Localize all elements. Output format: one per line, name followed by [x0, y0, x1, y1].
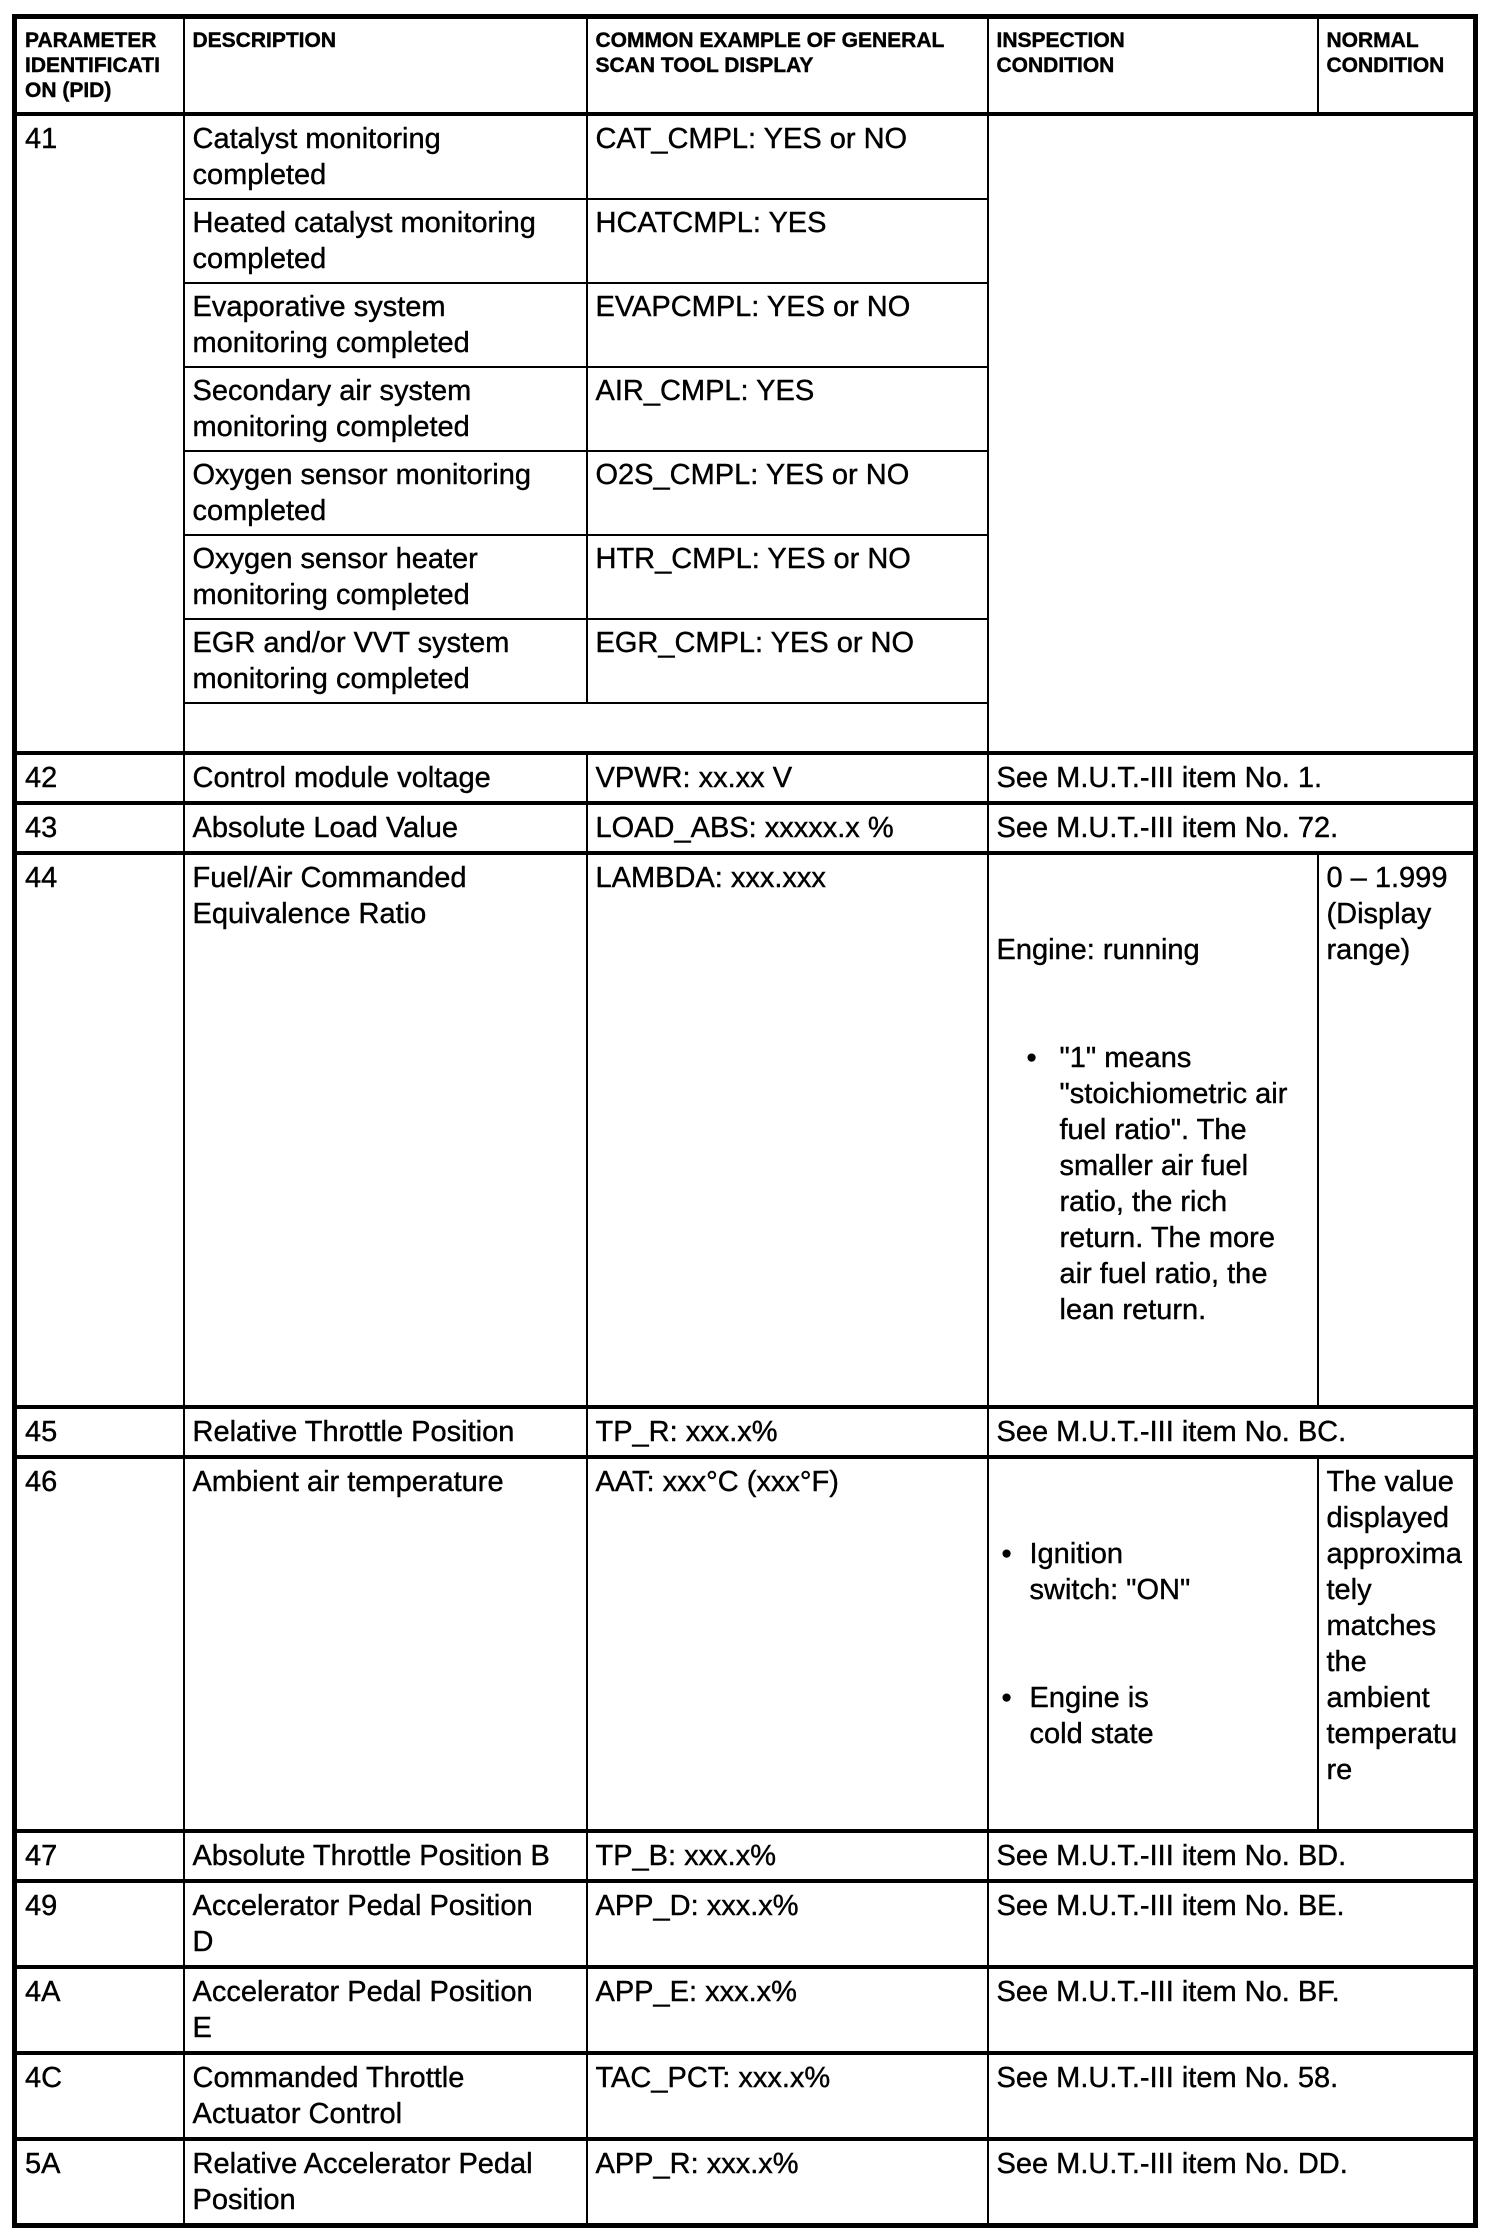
header-inspection: INSPECTION CONDITION: [986, 15, 1319, 116]
description-cell: Oxygen sensor heater monitoring complete…: [182, 534, 588, 620]
bullet-item: Ignition switch: "ON": [1002, 1536, 1309, 1608]
document-page: PARAMETER IDENTIFICATI ON (PID) DESCRIPT…: [0, 0, 1504, 1950]
display-cell: HCATCMPL: YES: [585, 198, 989, 284]
row-41-sub-catalyst: 41 Catalyst monitoring completed CAT_CMP…: [13, 113, 1477, 754]
description-cell: Relative Accelerator Pedal Position: [182, 2137, 588, 2227]
display-cell: TAC_PCT: xxx.x%: [585, 2051, 989, 2140]
condition-cell: See M.U.T.-III item No. DD.: [986, 2137, 1477, 2227]
header-pid: PARAMETER IDENTIFICATI ON (PID): [13, 15, 185, 116]
row-42: 42 Control module voltage VPWR: xx.xx V …: [13, 751, 1477, 804]
row-41-sub-secondary-air: Secondary air system monitoring complete…: [15, 366, 1476, 452]
display-cell: EVAPCMPL: YES or NO: [585, 282, 989, 368]
row-44: 44 Fuel/Air Commanded Equivalence Ratio …: [13, 851, 1477, 1408]
description-cell: Accelerator Pedal Position E: [182, 1965, 588, 2054]
description-cell: Oxygen sensor monitoring completed: [182, 450, 588, 536]
display-cell: AIR_CMPL: YES: [585, 366, 989, 452]
display-cell: VPWR: xx.xx V: [585, 751, 989, 804]
description-cell: Secondary air system monitoring complete…: [182, 366, 588, 452]
pid-cell: 45: [13, 1405, 185, 1458]
bullet-icon: [1027, 1040, 1060, 1328]
bullet-icon: [1002, 1536, 1030, 1608]
row-41-sub-empty: [15, 702, 1476, 754]
display-cell: LAMBDA: xxx.xxx: [585, 851, 989, 1408]
header-display: COMMON EXAMPLE OF GENERAL SCAN TOOL DISP…: [585, 15, 989, 116]
condition-cell: See M.U.T.-III item No. 72.: [986, 801, 1477, 854]
condition-cell: See M.U.T.-III item No. BE.: [986, 1879, 1477, 1968]
condition-cell: See M.U.T.-III item No. BF.: [986, 1965, 1477, 2054]
display-cell: APP_E: xxx.x%: [585, 1965, 989, 2054]
bullet-item: Engine is cold state: [1002, 1680, 1309, 1752]
description-cell: Absolute Throttle Position B: [182, 1829, 588, 1882]
row-43: 43 Absolute Load Value LOAD_ABS: xxxxx.x…: [13, 801, 1477, 854]
display-cell: TP_R: xxx.x%: [585, 1405, 989, 1458]
pid-cell: 4A: [13, 1965, 185, 2054]
row-41-sub-heated-catalyst: Heated catalyst monitoring completed HCA…: [15, 198, 1476, 284]
row-4a: 4A Accelerator Pedal Position E APP_E: x…: [13, 1965, 1477, 2054]
row-41-sub-egr-vvt: EGR and/or VVT system monitoring complet…: [15, 618, 1476, 704]
header-row: PARAMETER IDENTIFICATI ON (PID) DESCRIPT…: [13, 15, 1477, 116]
display-cell: CAT_CMPL: YES or NO: [585, 113, 989, 200]
condition-cell: See M.U.T.-III item No. 58.: [986, 2051, 1477, 2140]
bullet-text: Ignition switch: "ON": [1029, 1538, 1191, 1606]
display-cell: APP_R: xxx.x%: [585, 2137, 989, 2227]
condition-cell: See M.U.T.-III item No. BC.: [986, 1405, 1477, 1458]
display-cell: AAT: xxx°C (xxx°F): [585, 1455, 989, 1832]
description-cell: Evaporative system monitoring completed: [182, 282, 588, 368]
display-cell: EGR_CMPL: YES or NO: [585, 618, 989, 704]
row-4c: 4C Commanded Throttle Actuator Control T…: [13, 2051, 1477, 2140]
header-description: DESCRIPTION: [182, 15, 588, 116]
description-cell: Commanded Throttle Actuator Control: [182, 2051, 588, 2140]
bullet-text: "1" means "stoichiometric air fuel ratio…: [1059, 1042, 1288, 1326]
pid-cell: 4C: [13, 2051, 185, 2140]
row-46: 46 Ambient air temperature AAT: xxx°C (x…: [13, 1455, 1477, 1832]
condition-empty-cell: [986, 113, 1477, 754]
description-cell: Control module voltage: [182, 751, 588, 804]
empty-cell: [182, 702, 989, 754]
description-cell: Catalyst monitoring completed: [182, 113, 588, 200]
pid-parameter-table: PARAMETER IDENTIFICATI ON (PID) DESCRIPT…: [12, 14, 1478, 2228]
row-5a: 5A Relative Accelerator Pedal Position A…: [13, 2137, 1477, 2227]
bullet-item: "1" means "stoichiometric air fuel ratio…: [1027, 1040, 1309, 1328]
pid-cell: 49: [13, 1879, 185, 1968]
description-cell: EGR and/or VVT system monitoring complet…: [182, 618, 588, 704]
normal-cell: The value displayed approxima tely match…: [1316, 1455, 1477, 1832]
normal-cell: 0 – 1.999 (Display range): [1316, 851, 1477, 1408]
pid-cell: 44: [13, 851, 185, 1408]
row-49: 49 Accelerator Pedal Position D APP_D: x…: [13, 1879, 1477, 1968]
description-cell: Relative Throttle Position: [182, 1405, 588, 1458]
row-41-sub-oxygen-heater: Oxygen sensor heater monitoring complete…: [15, 534, 1476, 620]
display-cell: APP_D: xxx.x%: [585, 1879, 989, 1968]
inspection-cell: Ignition switch: "ON" Engine is cold sta…: [986, 1455, 1319, 1832]
pid-cell: 46: [13, 1455, 185, 1832]
header-normal: NORMAL CONDITION: [1316, 15, 1477, 116]
pid-cell: 43: [13, 801, 185, 854]
display-cell: HTR_CMPL: YES or NO: [585, 534, 989, 620]
description-cell: Heated catalyst monitoring completed: [182, 198, 588, 284]
display-cell: O2S_CMPL: YES or NO: [585, 450, 989, 536]
row-47: 47 Absolute Throttle Position B TP_B: xx…: [13, 1829, 1477, 1882]
pid-cell: 47: [13, 1829, 185, 1882]
pid-cell: 41: [13, 113, 185, 754]
inspection-intro: Engine: running: [996, 934, 1200, 966]
row-45: 45 Relative Throttle Position TP_R: xxx.…: [13, 1405, 1477, 1458]
bullet-icon: [1002, 1680, 1030, 1752]
row-41-sub-oxygen-sensor: Oxygen sensor monitoring completed O2S_C…: [15, 450, 1476, 536]
description-cell: Ambient air temperature: [182, 1455, 588, 1832]
row-41-sub-evaporative: Evaporative system monitoring completed …: [15, 282, 1476, 368]
pid-cell: 5A: [13, 2137, 185, 2227]
inspection-cell: Engine: running "1" means "stoichiometri…: [986, 851, 1319, 1408]
display-cell: LOAD_ABS: xxxxx.x %: [585, 801, 989, 854]
description-cell: Accelerator Pedal Position D: [182, 1879, 588, 1968]
description-cell: Absolute Load Value: [182, 801, 588, 854]
condition-cell: See M.U.T.-III item No. BD.: [986, 1829, 1477, 1882]
display-cell: TP_B: xxx.x%: [585, 1829, 989, 1882]
bullet-text: Engine is cold state: [1029, 1682, 1154, 1750]
description-cell: Fuel/Air Commanded Equivalence Ratio: [182, 851, 588, 1408]
pid-cell: 42: [13, 751, 185, 804]
condition-cell: See M.U.T.-III item No. 1.: [986, 751, 1477, 804]
